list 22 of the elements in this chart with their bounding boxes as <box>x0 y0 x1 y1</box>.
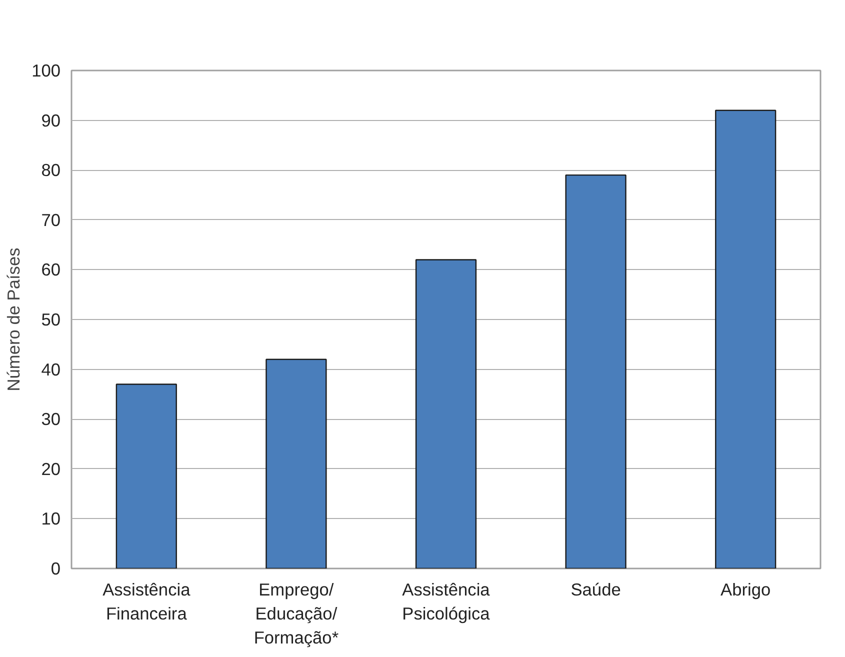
y-tick-label: 50 <box>41 310 61 330</box>
bar <box>116 384 177 568</box>
y-tick-label: 0 <box>50 558 61 578</box>
x-tick-label: Emprego/ Educação/ Formação* <box>254 580 339 648</box>
x-tick-label: Abrigo <box>720 580 771 600</box>
x-tick-label: Assistência Financeira <box>102 580 191 624</box>
y-tick-label: 30 <box>41 409 61 430</box>
bar <box>415 259 477 568</box>
bar <box>565 174 626 568</box>
y-tick-label: 100 <box>32 60 61 80</box>
y-tick-label: 60 <box>41 260 61 280</box>
y-tick-label: 40 <box>41 359 61 380</box>
y-tick-label: 80 <box>41 160 61 180</box>
y-tick-label: 70 <box>41 210 61 230</box>
x-tick-label: Saúde <box>570 580 621 600</box>
y-axis-title: Número de Países <box>4 247 24 392</box>
bar <box>715 110 776 568</box>
y-tick-label: 10 <box>41 508 61 529</box>
x-tick-label: Assistência Psicológica <box>402 580 490 624</box>
y-tick-label: 20 <box>41 458 61 479</box>
bar <box>266 358 327 568</box>
y-tick-label: 90 <box>41 110 61 130</box>
